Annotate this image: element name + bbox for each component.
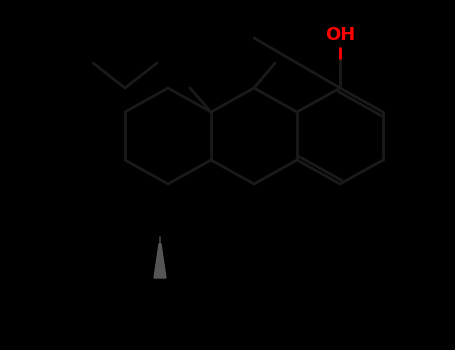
Polygon shape xyxy=(154,244,166,278)
Text: OH: OH xyxy=(325,26,355,44)
